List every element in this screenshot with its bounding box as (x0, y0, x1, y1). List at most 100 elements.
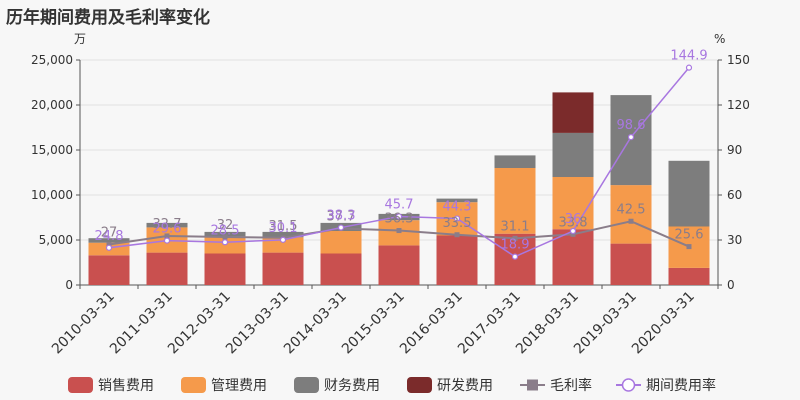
data-label: 33.5 (443, 216, 472, 231)
bar-segment (88, 255, 130, 285)
bar-segment (436, 198, 478, 203)
data-label: 18.9 (501, 238, 530, 253)
data-label: 38.3 (327, 209, 356, 224)
legend-item[interactable]: 销售费用 (68, 377, 154, 394)
data-label: 30.1 (269, 221, 298, 236)
data-point (164, 233, 170, 239)
bar-segment (610, 243, 652, 285)
bar-segment (552, 92, 594, 133)
legend-item[interactable]: 财务费用 (294, 377, 380, 394)
data-label: 37.7 (327, 209, 356, 224)
legend-label: 财务费用 (324, 378, 380, 394)
data-label: 33.8 (559, 215, 588, 230)
legend-label: 管理费用 (211, 378, 267, 394)
bar-segment (262, 237, 304, 253)
chart-title: 历年期间费用及毛利率变化 (6, 8, 210, 28)
bar-segment (378, 245, 420, 285)
data-point (279, 236, 287, 243)
y-left-tick-label: 25,000 (31, 53, 73, 67)
bar-segment (494, 155, 536, 168)
data-point (163, 237, 171, 244)
legend-label: 期间费用率 (646, 377, 716, 394)
lines-layer (105, 64, 693, 260)
legend-label: 销售费用 (98, 378, 154, 394)
bar-segment (262, 252, 304, 285)
legend-item[interactable]: 研发费用 (407, 377, 493, 394)
data-label: 32.7 (153, 217, 182, 232)
bar-segment (436, 235, 478, 285)
data-point (627, 134, 635, 141)
data-label: 45.7 (385, 197, 414, 212)
data-label: 31.5 (269, 219, 298, 234)
bar-segment (146, 252, 188, 285)
data-point (512, 235, 518, 241)
data-label: 144.9 (670, 49, 707, 64)
bar-segment (610, 185, 652, 244)
y-right-tick-label: 150 (727, 53, 750, 67)
y-left-unit: 万 (74, 32, 86, 46)
y-right-tick-label: 60 (727, 188, 742, 202)
bar-segment (668, 267, 710, 285)
y-left-tick-label: 5,000 (39, 233, 73, 247)
y-left-tick-label: 10,000 (31, 188, 73, 202)
y-right-tick-label: 90 (727, 143, 742, 157)
data-point (628, 218, 634, 224)
x-tick-label: 2020-03-31 (629, 289, 698, 358)
y-right-unit: % (714, 32, 725, 46)
legend-marker (621, 378, 636, 392)
y-left-tick-label: 20,000 (31, 98, 73, 112)
bar-segment (552, 132, 594, 177)
legend-swatch (294, 377, 319, 393)
data-label: 28.5 (211, 223, 240, 238)
legend-item[interactable]: 毛利率 (520, 377, 592, 394)
y-right-tick-label: 0 (727, 278, 735, 292)
bar-segment (552, 177, 594, 230)
data-label: 42.5 (617, 202, 646, 217)
y-left-tick-label: 0 (65, 278, 73, 292)
data-point (395, 213, 403, 220)
data-point (105, 244, 113, 251)
data-label: 36 (565, 212, 582, 227)
data-label: 29.6 (153, 222, 182, 237)
y-right-tick-label: 120 (727, 98, 750, 112)
data-point (511, 253, 519, 260)
data-point (570, 231, 576, 237)
bar-segment (552, 229, 594, 285)
y-left-tick-label: 15,000 (31, 143, 73, 157)
bar-segment (494, 168, 536, 234)
data-point (337, 224, 345, 231)
bar-segment (146, 222, 188, 228)
legend-item[interactable]: 管理费用 (181, 377, 267, 394)
legend-label: 研发费用 (437, 378, 493, 394)
data-point (106, 242, 112, 247)
data-point (453, 215, 461, 222)
data-point (221, 239, 229, 246)
bar-segment (320, 231, 362, 254)
bar-segment (320, 253, 362, 285)
data-point (454, 232, 460, 238)
data-label: 31.1 (501, 219, 530, 234)
legend-swatch (407, 377, 432, 393)
bar-segment (88, 238, 130, 243)
labels-layer: 27 32.7 32 31.5 37.7 36.3 33.5 31.1 33.8 42.5 25.6… (95, 49, 708, 253)
data-point (396, 228, 402, 234)
bar-segment (204, 253, 246, 285)
data-label: 36.3 (385, 212, 414, 227)
legend-marker (527, 379, 538, 391)
data-point (569, 227, 577, 235)
data-point (686, 244, 692, 250)
legend-item[interactable]: 期间费用率 (616, 377, 716, 394)
bar-segment (262, 231, 304, 238)
legend-swatch (181, 377, 206, 393)
data-label: 98.6 (617, 118, 646, 133)
data-label: 27 (101, 226, 118, 241)
legend-swatch (68, 377, 93, 393)
data-label: 24.8 (95, 229, 124, 244)
legend[interactable]: 销售费用 管理费用 财务费用 研发费用 毛利率 期间费用率 (68, 377, 716, 394)
bar-segment (668, 160, 710, 227)
bar-segment (204, 231, 246, 237)
data-point (685, 64, 693, 71)
legend-label: 毛利率 (550, 377, 592, 394)
data-label: 25.6 (675, 228, 704, 243)
